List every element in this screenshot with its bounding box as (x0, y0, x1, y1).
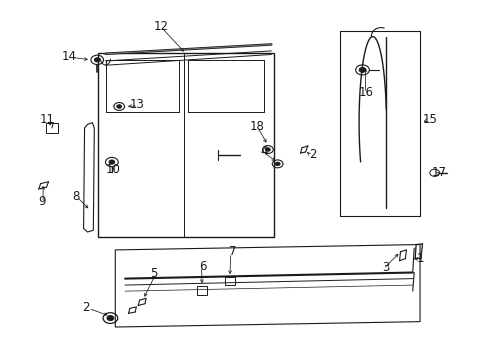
Text: 2: 2 (308, 148, 316, 161)
Text: 15: 15 (422, 113, 436, 126)
Text: 17: 17 (431, 166, 446, 179)
Text: 2: 2 (82, 301, 90, 314)
Text: 4: 4 (260, 145, 267, 158)
Bar (46, 123, 58, 134)
Circle shape (265, 148, 270, 151)
Text: 7: 7 (228, 245, 236, 258)
Circle shape (358, 67, 365, 72)
Text: 16: 16 (358, 86, 373, 99)
Text: 12: 12 (154, 20, 169, 33)
Bar (196, 286, 207, 295)
Circle shape (94, 58, 100, 62)
Text: 3: 3 (382, 261, 389, 274)
Text: 11: 11 (40, 113, 54, 126)
Circle shape (275, 162, 280, 166)
Circle shape (117, 105, 122, 108)
Text: 13: 13 (129, 98, 144, 111)
Text: 9: 9 (39, 195, 46, 208)
Bar (224, 277, 234, 285)
Text: 14: 14 (61, 50, 76, 63)
Text: 5: 5 (150, 267, 158, 280)
Circle shape (109, 160, 115, 164)
Text: 10: 10 (105, 163, 120, 176)
Text: 8: 8 (72, 190, 80, 203)
Text: 18: 18 (249, 120, 264, 133)
Text: 1: 1 (415, 252, 423, 265)
Circle shape (107, 316, 114, 320)
Text: 6: 6 (199, 260, 206, 273)
